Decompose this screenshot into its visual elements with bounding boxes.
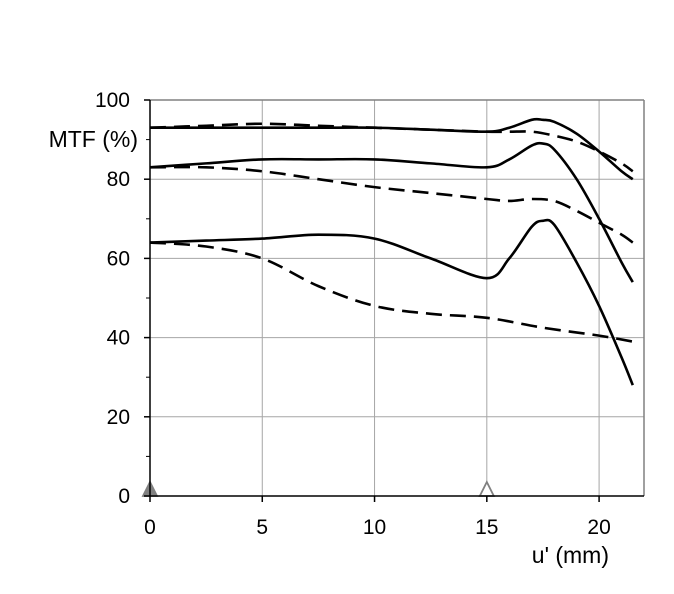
x-tick-label: 20 <box>587 516 610 539</box>
axes: 0 20 40 60 80 100 0 5 10 15 20 <box>95 89 645 539</box>
markers <box>141 479 496 497</box>
grid <box>150 99 644 496</box>
series-line-1-solid <box>150 117 634 181</box>
y-tick-label: 0 <box>118 485 130 508</box>
series-line-3-solid <box>149 141 634 283</box>
x-tick-label: 0 <box>144 516 156 539</box>
x-tick-label: 10 <box>363 516 386 539</box>
y-tick-label: 80 <box>107 168 130 191</box>
open-triangle-marker <box>478 479 496 497</box>
series-line-6-dashed <box>149 241 633 343</box>
y-axis-label: MTF (%) <box>49 126 138 152</box>
y-tick-label: 60 <box>107 247 130 270</box>
series-group <box>149 117 634 386</box>
x-axis-label: u' (mm) <box>532 542 609 568</box>
x-tick-label: 5 <box>256 516 268 539</box>
y-tick-label: 40 <box>107 327 130 350</box>
series-line-4-dashed <box>149 165 634 244</box>
x-tick-label: 15 <box>475 516 498 539</box>
series-line-2-dashed <box>149 122 634 173</box>
y-tick-label: 100 <box>95 89 130 112</box>
y-tick-label: 20 <box>107 406 130 429</box>
series-line-5-solid <box>149 218 634 386</box>
